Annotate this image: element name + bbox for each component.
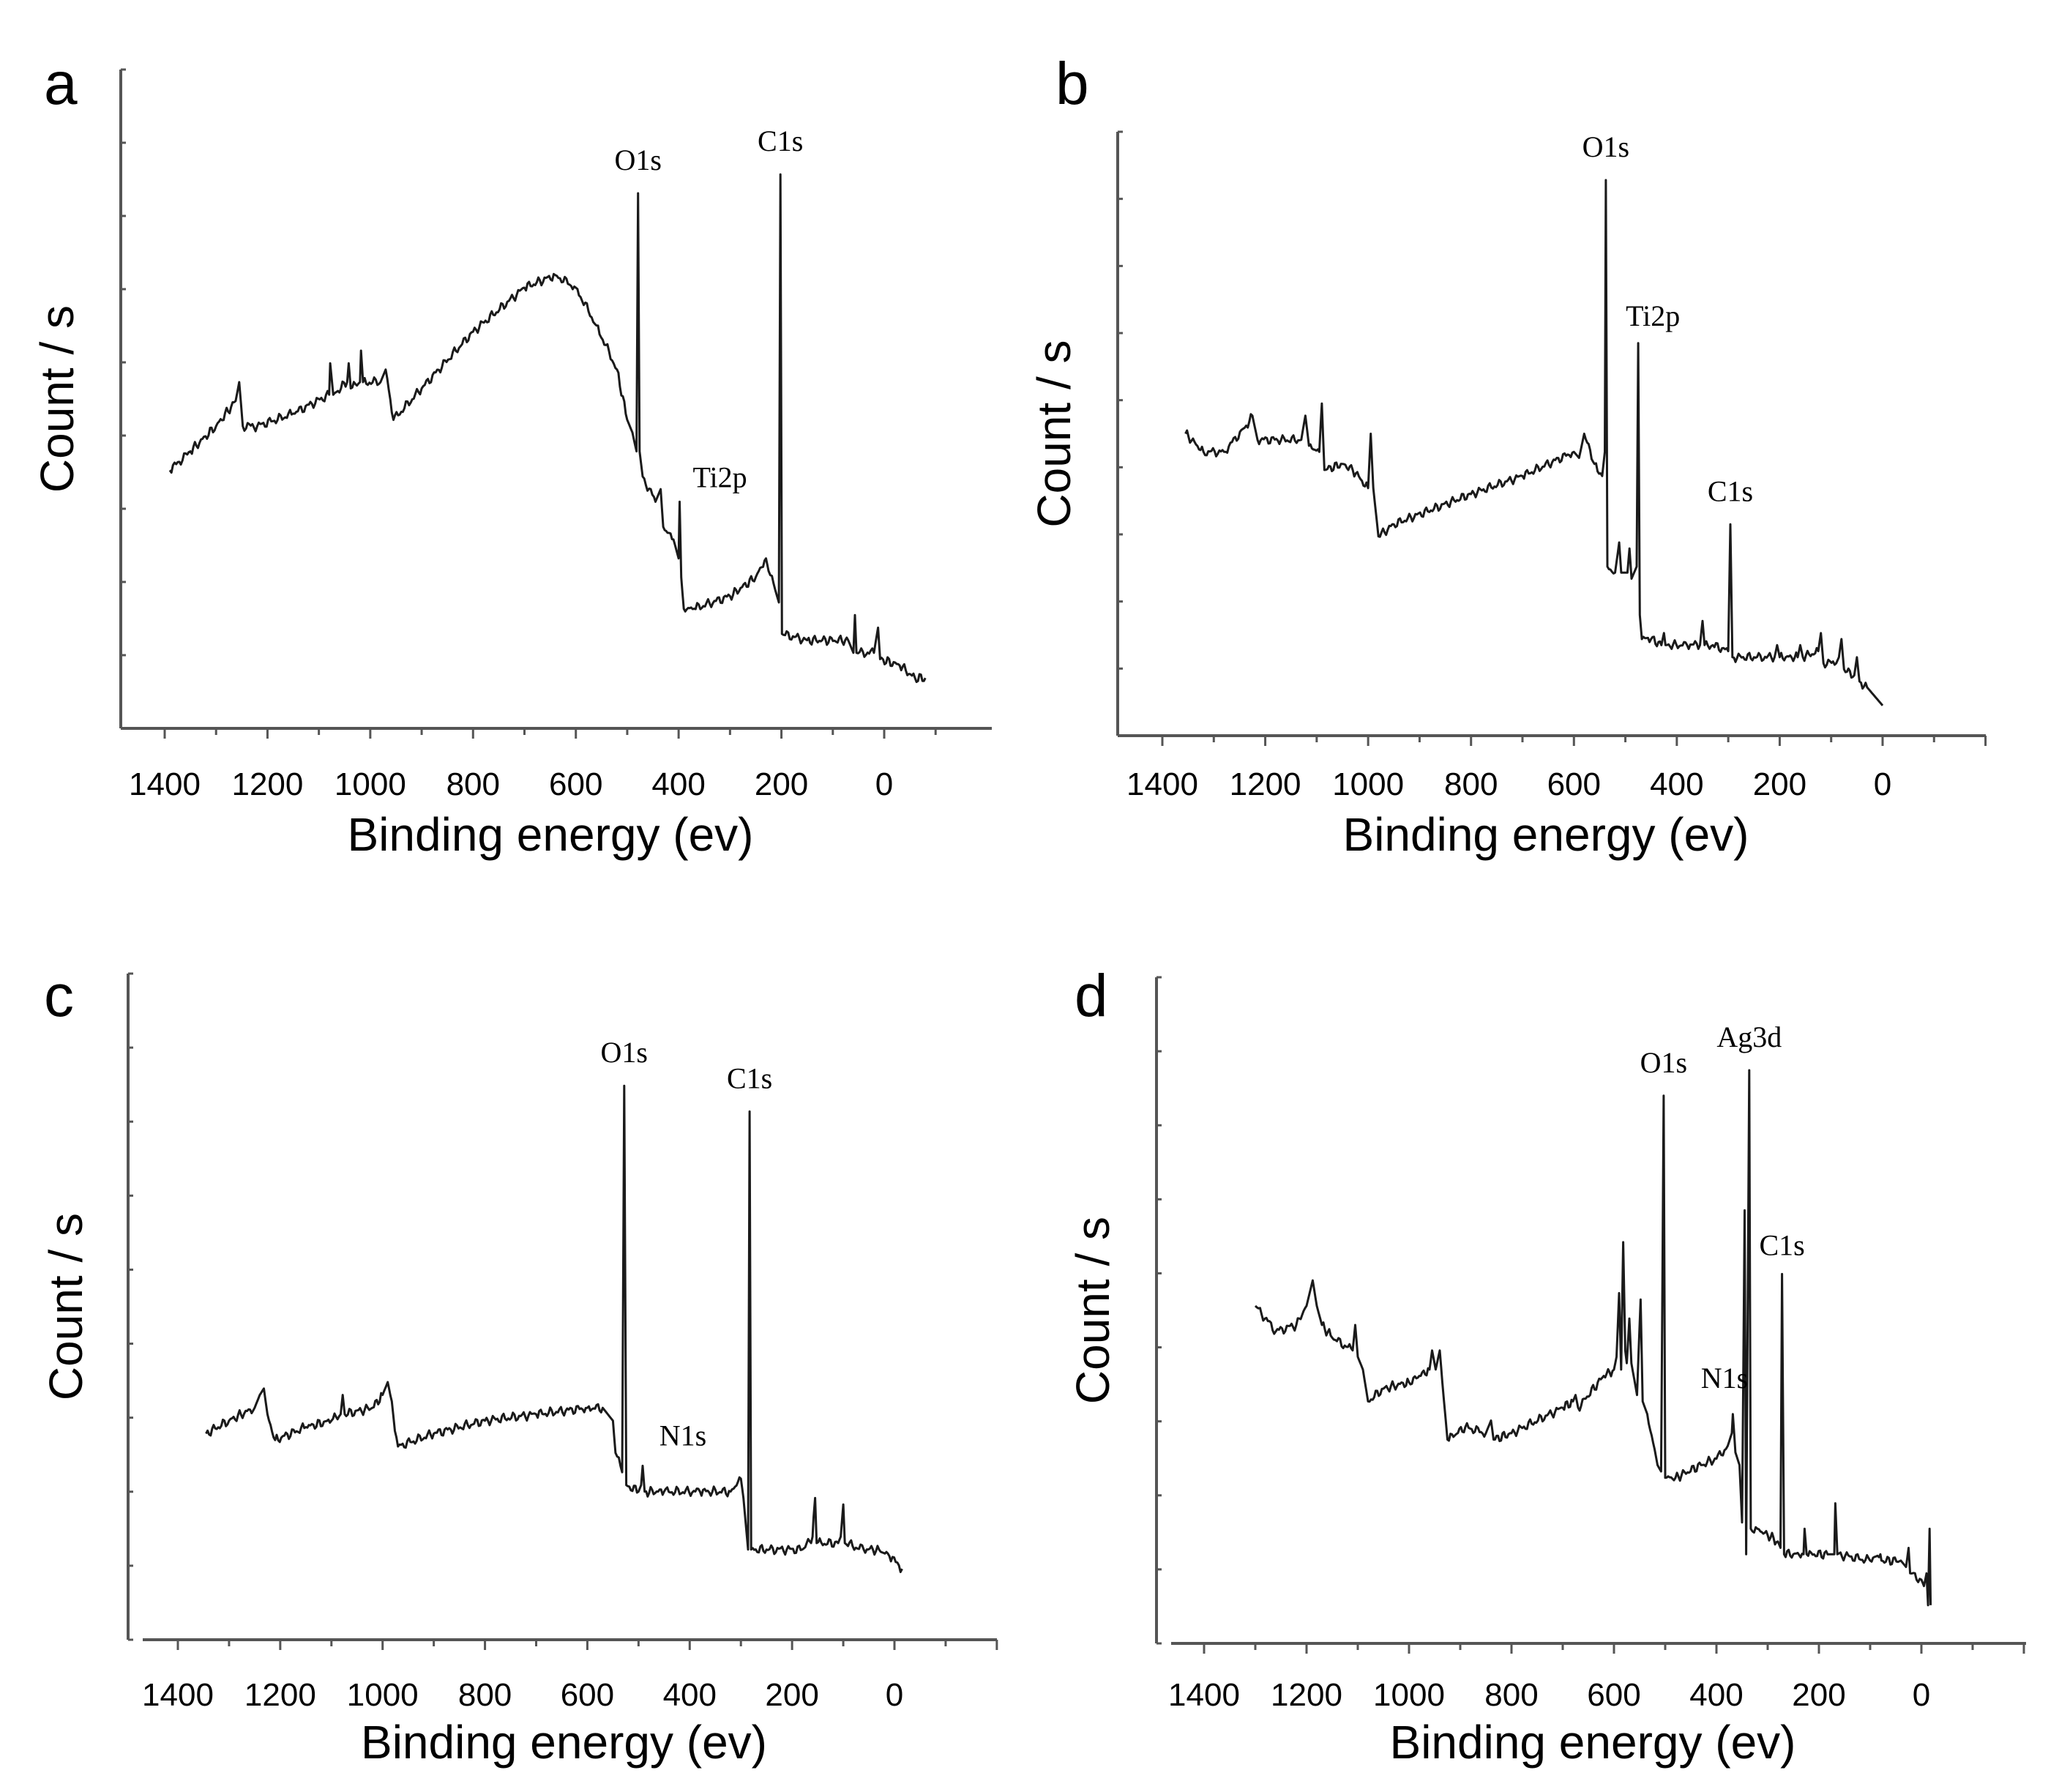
x-tick-label: 1400 xyxy=(1126,766,1198,802)
peak-label: O1s xyxy=(614,143,661,176)
x-tick-label: 200 xyxy=(1792,1677,1845,1713)
x-tick-label: 1400 xyxy=(129,766,201,802)
peak-label: O1s xyxy=(1582,130,1629,163)
peak-label: O1s xyxy=(1640,1046,1687,1079)
spectrum-line xyxy=(1184,179,1884,706)
x-tick-label: 0 xyxy=(1913,1677,1930,1713)
x-tick-label: 1000 xyxy=(1332,766,1404,802)
x-tick-label: 400 xyxy=(663,1677,717,1713)
peak-label: Ag3d xyxy=(1716,1020,1782,1053)
x-tick-label: 1000 xyxy=(335,766,406,802)
x-tick-label: 800 xyxy=(1484,1677,1538,1713)
peak-label: C1s xyxy=(727,1061,772,1094)
peak-label: Ti2p xyxy=(1626,299,1680,332)
peak-label: C1s xyxy=(1759,1228,1804,1261)
x-tick-label: 1200 xyxy=(1230,766,1301,802)
y-axis-title: Count / s xyxy=(1028,340,1080,527)
panel-c: c 1400 1200 1000 800 600 400 200 0 Binding energy… xyxy=(40,963,998,1769)
peak-label: C1s xyxy=(1708,474,1753,507)
panel-b: b 1400 1200 1000 800 600 400 200 0 Binding energy… xyxy=(1028,51,1987,861)
x-tick-label: 0 xyxy=(886,1677,903,1713)
x-axis-title: Binding energy (ev) xyxy=(348,808,754,861)
x-tick-label: 400 xyxy=(651,766,705,802)
x-axis-title: Binding energy (ev) xyxy=(361,1716,767,1769)
x-tick-label: 1400 xyxy=(1168,1677,1240,1713)
x-tick-label: 0 xyxy=(875,766,893,802)
panel-letter: c xyxy=(44,963,74,1029)
x-tick-label: 600 xyxy=(561,1677,614,1713)
spectrum-line xyxy=(1254,1069,1932,1607)
x-tick-label: 1000 xyxy=(1373,1677,1445,1713)
x-tick-label: 1200 xyxy=(1271,1677,1342,1713)
peak-label: N1s xyxy=(1701,1362,1748,1395)
x-tick-label: 600 xyxy=(1587,1677,1640,1713)
spectrum-line xyxy=(205,1084,903,1573)
peak-label: N1s xyxy=(659,1419,706,1452)
panel-a: a 1400 1200 1000 800 600 400 200 0 Binding energy… xyxy=(31,51,992,861)
x-tick-label: 1000 xyxy=(347,1677,419,1713)
peak-label: Ti2p xyxy=(692,460,747,493)
y-axis-title: Count / s xyxy=(31,305,83,493)
x-tick-label: 800 xyxy=(1444,766,1498,802)
y-axis-title: Count / s xyxy=(1066,1217,1119,1404)
x-tick-label: 1200 xyxy=(244,1677,316,1713)
x-tick-label: 600 xyxy=(549,766,602,802)
panel-letter: d xyxy=(1075,963,1108,1029)
x-tick-label: 400 xyxy=(1650,766,1703,802)
peak-label: O1s xyxy=(601,1036,648,1069)
x-tick-label: 1200 xyxy=(231,766,303,802)
panel-letter: b xyxy=(1055,51,1089,117)
x-axis-title: Binding energy (ev) xyxy=(1343,808,1749,861)
x-tick-label: 800 xyxy=(446,766,500,802)
spectrum-line xyxy=(168,173,927,684)
y-axis-title: Count / s xyxy=(40,1213,92,1400)
panel-letter: a xyxy=(44,51,78,117)
x-tick-label: 400 xyxy=(1689,1677,1743,1713)
x-tick-label: 200 xyxy=(1753,766,1806,802)
peak-label: C1s xyxy=(758,124,803,157)
x-tick-label: 800 xyxy=(458,1677,512,1713)
x-tick-label: 1400 xyxy=(142,1677,214,1713)
x-tick-label: 600 xyxy=(1547,766,1601,802)
x-tick-label: 0 xyxy=(1874,766,1891,802)
x-tick-label: 200 xyxy=(755,766,808,802)
x-tick-label: 200 xyxy=(765,1677,818,1713)
panel-d: d 1400 1200 1000 800 600 400 200 0 Binding energy… xyxy=(1066,963,2026,1769)
x-axis-title: Binding energy (ev) xyxy=(1390,1716,1796,1769)
